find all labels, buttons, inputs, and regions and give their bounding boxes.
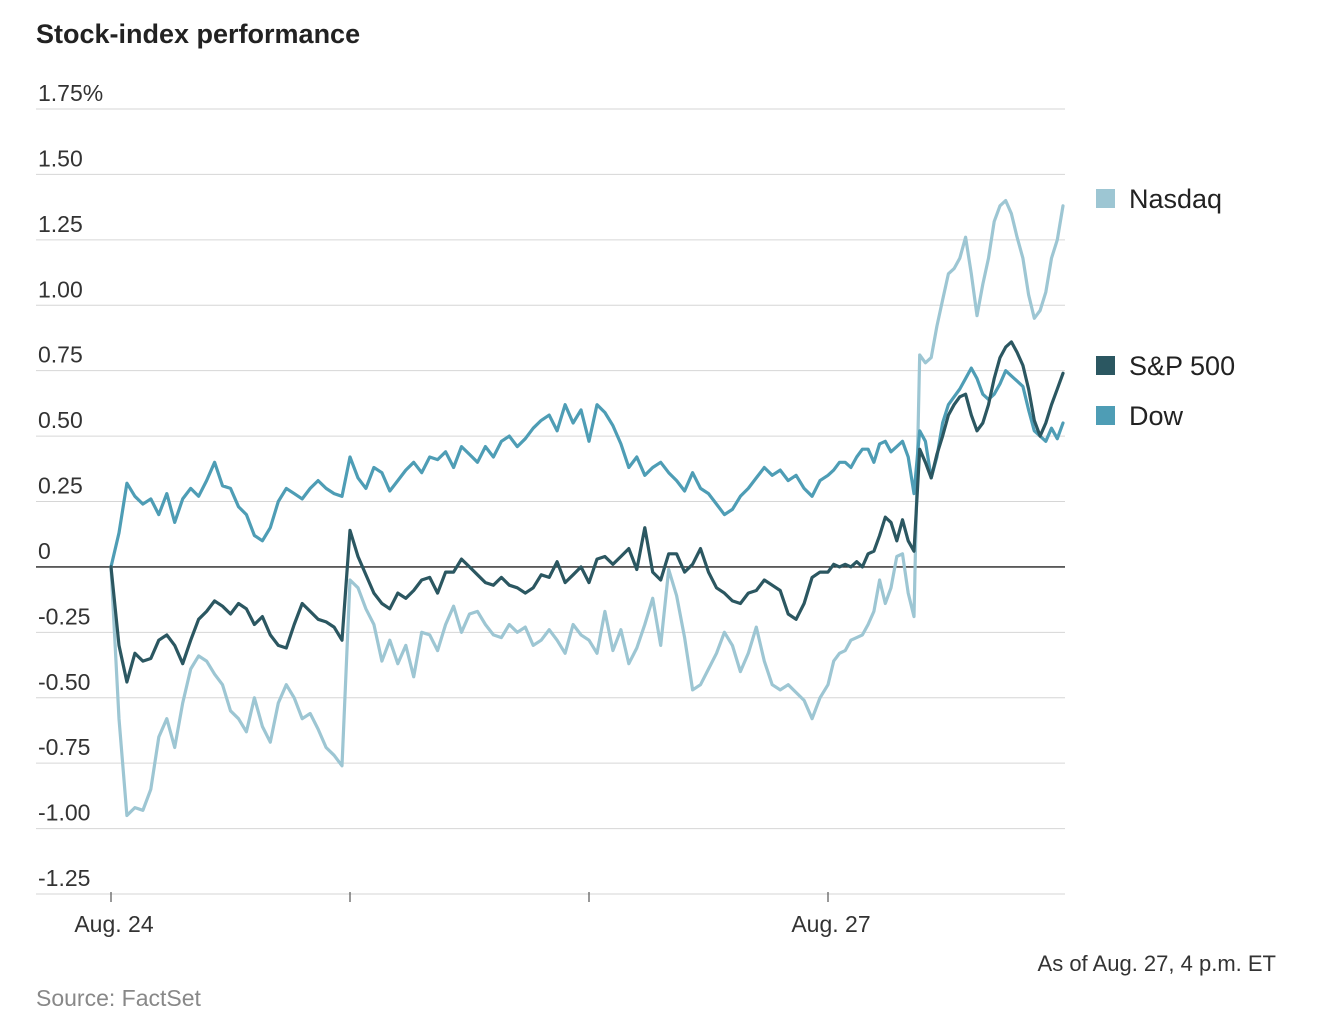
x-tick-label: Aug. 24 (74, 911, 153, 937)
legend-swatch-s-p-500 (1096, 356, 1115, 375)
legend-label-s-p-500: S&P 500 (1129, 351, 1235, 381)
y-tick-label: 1.75% (38, 80, 103, 106)
y-tick-label: 1.50 (38, 145, 83, 171)
x-tick-label: Aug. 27 (791, 911, 870, 937)
y-axis-tick-labels: 1.75% 1.50 1.25 1.00 0.75 0.50 0.25 0 -0.25 -0.50… (38, 80, 103, 891)
y-tick-label: -1.00 (38, 800, 90, 826)
y-tick-label: 0.50 (38, 407, 83, 433)
y-tick-label: 0 (38, 538, 51, 564)
legend-label-dow: Dow (1129, 401, 1184, 431)
series-line-s-p-500 (109, 340, 1065, 684)
y-tick-label: -0.50 (38, 669, 90, 695)
series-lines (109, 199, 1065, 818)
y-tick-label: -0.75 (38, 734, 90, 760)
legend: Nasdaq S&P 500 Dow (1096, 184, 1235, 431)
y-tick-label: 0.25 (38, 473, 83, 499)
legend-label-nasdaq: Nasdaq (1129, 184, 1222, 214)
chart-title: Stock-index performance (36, 19, 360, 49)
y-tick-label: 0.75 (38, 342, 83, 368)
y-tick-label: 1.00 (38, 276, 83, 302)
y-tick-label: -0.25 (38, 603, 90, 629)
x-axis: Aug. 24 Aug. 27 (74, 892, 871, 937)
legend-swatch-dow (1096, 406, 1115, 425)
y-tick-label: 1.25 (38, 211, 83, 237)
y-tick-label: -1.25 (38, 865, 90, 891)
timestamp-note: As of Aug. 27, 4 p.m. ET (1038, 951, 1276, 976)
gridlines (36, 108, 1065, 895)
series-line-nasdaq (109, 199, 1065, 818)
legend-swatch-nasdaq (1096, 189, 1115, 208)
source-note: Source: FactSet (36, 985, 202, 1011)
